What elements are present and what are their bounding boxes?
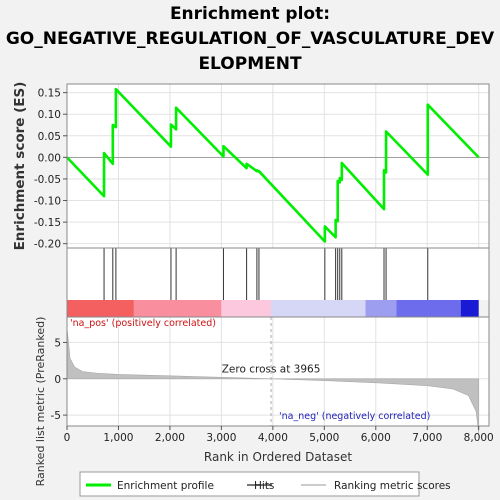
xtick-label: 1,000: [103, 432, 133, 444]
ranked-y-axis-title: Ranked list metric (PreRanked): [34, 317, 47, 487]
legend-label-2: Ranking metric scores: [334, 480, 451, 492]
heatbar-segment-0: [67, 300, 134, 317]
heatbar-segment-2: [221, 300, 271, 317]
es-ytick-label: 0.00: [38, 152, 61, 164]
xtick-label: 7,000: [412, 432, 442, 444]
legend-label-0: Enrichment profile: [117, 480, 214, 492]
hits-panel-bg: [67, 248, 489, 300]
xtick-label: 5,000: [309, 432, 339, 444]
xtick-label: 0: [64, 432, 71, 444]
es-ytick-label: 0.15: [38, 88, 61, 100]
es-ytick-label: -0.20: [34, 239, 61, 251]
legend-label-1: Hits: [254, 480, 274, 492]
es-ytick-label: 0.05: [38, 131, 61, 143]
es-ytick-label: -0.10: [34, 196, 61, 208]
es-panel-bg: [67, 84, 489, 248]
heatbar-segment-6: [461, 300, 479, 317]
ranked-ytick-label: 0: [54, 374, 61, 386]
xtick-label: 4,000: [258, 432, 288, 444]
es-y-axis-title: Enrichment score (ES): [12, 82, 28, 251]
es-ytick-label: -0.15: [34, 217, 61, 229]
heatbar-segment-4: [365, 300, 396, 317]
heatbar-segment-1: [134, 300, 221, 317]
xtick-label: 8,000: [464, 432, 494, 444]
pos-correlated-label: 'na_pos' (positively correlated): [70, 318, 216, 329]
es-ytick-label: 0.10: [38, 109, 61, 121]
es-ytick-label: -0.05: [34, 174, 61, 186]
x-axis-title: Rank in Ordered Dataset: [204, 450, 352, 464]
ranked-ytick-label: -5: [51, 410, 61, 422]
ranked-ytick-label: 5: [54, 337, 61, 349]
heatbar-segment-3: [271, 300, 365, 317]
xtick-label: 6,000: [361, 432, 391, 444]
neg-correlated-label: 'na_neg' (negatively correlated): [279, 411, 430, 422]
xtick-label: 3,000: [206, 432, 236, 444]
xtick-label: 2,000: [155, 432, 185, 444]
zero-cross-label: Zero cross at 3965: [222, 364, 321, 376]
heatbar-segment-5: [396, 300, 460, 317]
